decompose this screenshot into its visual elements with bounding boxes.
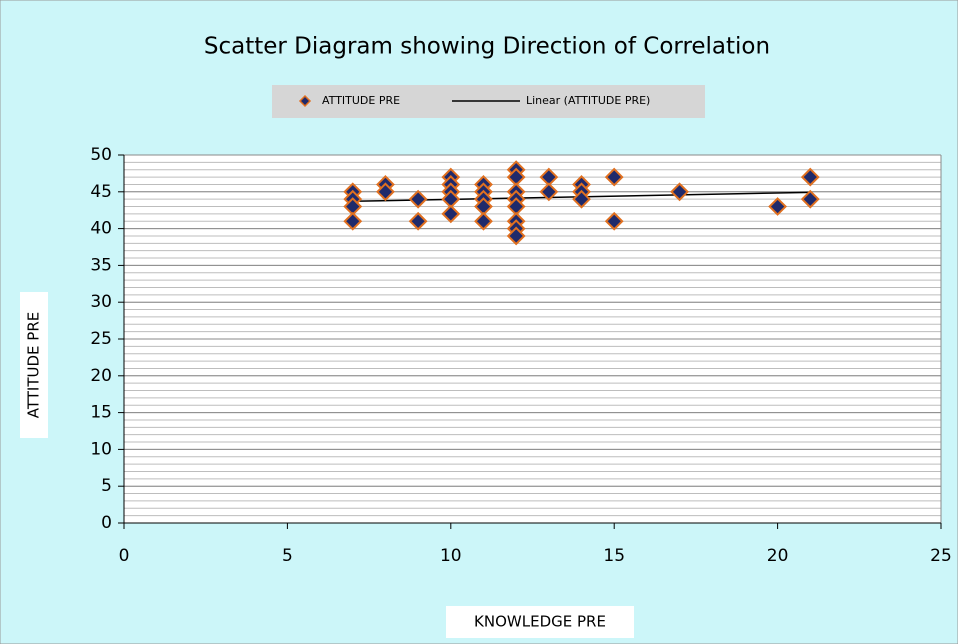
data-point [343,211,363,231]
x-label-box [446,606,634,638]
data-point [670,182,689,202]
data-point [376,182,395,202]
chart-title: Scatter Diagram showing Direction of Cor… [204,34,770,60]
legend-label: Linear (ATTITUDE PRE) [526,94,650,107]
x-tick-label: 15 [603,546,625,566]
data-point [506,226,526,246]
y-label-box [20,292,48,438]
y-tick-label: 45 [90,182,112,202]
x-tick-label: 25 [930,546,952,566]
y-tick-label: 50 [90,145,112,165]
y-tick-label: 5 [101,476,112,496]
legend-label: ATTITUDE PRE [322,94,400,107]
y-tick-label: 40 [90,219,112,239]
y-tick-label: 35 [90,255,112,275]
data-point [441,204,461,224]
data-point [408,211,428,231]
y-tick-label: 25 [90,329,112,349]
y-tick-label: 10 [90,439,112,459]
data-point [408,189,428,209]
data-point [604,211,624,231]
y-tick-label: 20 [90,366,112,386]
x-axis-label: KNOWLEDGE PRE [474,613,606,631]
data-point [604,167,624,187]
data-point [539,182,559,202]
data-point [800,167,820,187]
y-tick-label: 0 [101,513,112,533]
x-tick-label: 0 [119,546,130,566]
data-point [572,189,591,209]
y-tick-label: 15 [90,403,112,423]
x-tick-label: 20 [767,546,789,566]
data-point [474,211,493,231]
y-axis-label: ATTITUDE PRE [25,312,43,418]
legend-marker [298,94,312,108]
y-tick-label: 30 [90,292,112,312]
data-point [768,197,788,216]
data-point [800,189,820,209]
x-tick-label: 10 [440,546,462,566]
x-tick-label: 5 [282,546,293,566]
